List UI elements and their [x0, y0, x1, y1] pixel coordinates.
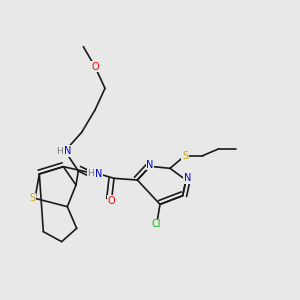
Text: N: N [184, 173, 191, 183]
Text: H: H [57, 146, 63, 155]
Text: N: N [64, 146, 71, 156]
Text: O: O [108, 196, 116, 206]
Text: N: N [146, 160, 154, 170]
Text: N: N [95, 169, 102, 179]
Text: H: H [88, 169, 94, 178]
Text: S: S [29, 193, 35, 203]
Text: O: O [93, 172, 100, 182]
Text: S: S [182, 151, 188, 161]
Text: Cl: Cl [152, 219, 161, 229]
Text: O: O [91, 62, 99, 72]
